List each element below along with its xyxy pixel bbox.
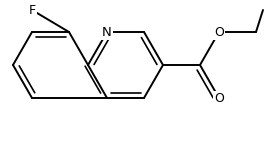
Text: F: F bbox=[28, 4, 36, 16]
Text: O: O bbox=[214, 26, 224, 39]
Text: O: O bbox=[214, 92, 224, 105]
Text: N: N bbox=[102, 26, 112, 39]
